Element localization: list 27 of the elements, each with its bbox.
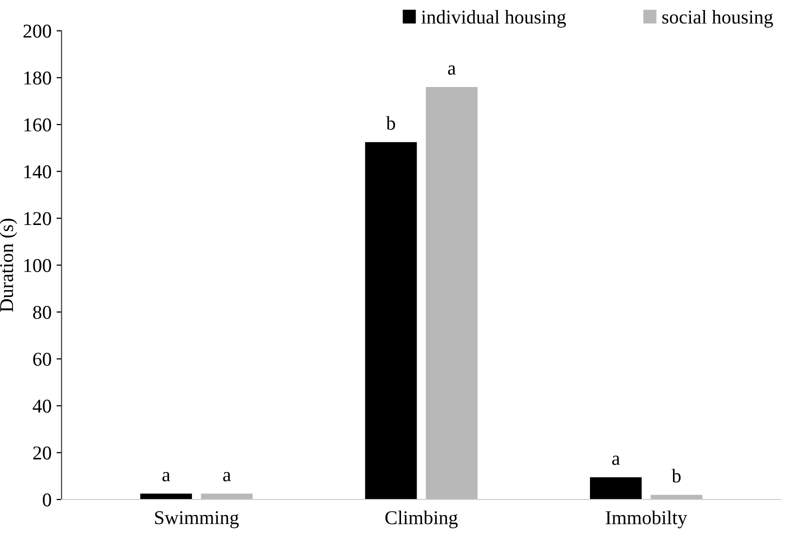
legend-label: individual housing bbox=[421, 10, 566, 28]
x-tick-label: Swimming bbox=[155, 511, 239, 528]
y-tick-label: 160 bbox=[24, 118, 52, 132]
y-tick-label: 20 bbox=[33, 446, 52, 460]
data-label: a bbox=[162, 472, 170, 482]
y-tick-label: 80 bbox=[33, 306, 52, 319]
y-tick-label: 100 bbox=[24, 258, 52, 272]
y-tick-label: 60 bbox=[33, 352, 52, 366]
bar bbox=[200, 494, 253, 500]
x-tick-label: Climbing bbox=[385, 510, 458, 528]
y-tick-label: 40 bbox=[32, 400, 52, 413]
data-label: b bbox=[386, 116, 396, 130]
data-label: b bbox=[672, 468, 681, 483]
bar bbox=[140, 494, 192, 500]
y-tick-label: 180 bbox=[24, 71, 52, 85]
x-tick-label: Immobilty bbox=[606, 510, 688, 528]
y-tick-label: 140 bbox=[24, 165, 52, 178]
data-label: a bbox=[448, 65, 456, 75]
data-label: a bbox=[612, 456, 620, 465]
bar bbox=[426, 87, 478, 500]
bar bbox=[365, 142, 417, 500]
data-label: a bbox=[223, 472, 231, 482]
legend-label: social housing bbox=[662, 10, 773, 28]
y-tick-label: 120 bbox=[24, 212, 52, 226]
bar bbox=[590, 477, 642, 500]
y-tick-label: 0 bbox=[42, 493, 52, 506]
y-tick-label: 200 bbox=[24, 24, 52, 38]
